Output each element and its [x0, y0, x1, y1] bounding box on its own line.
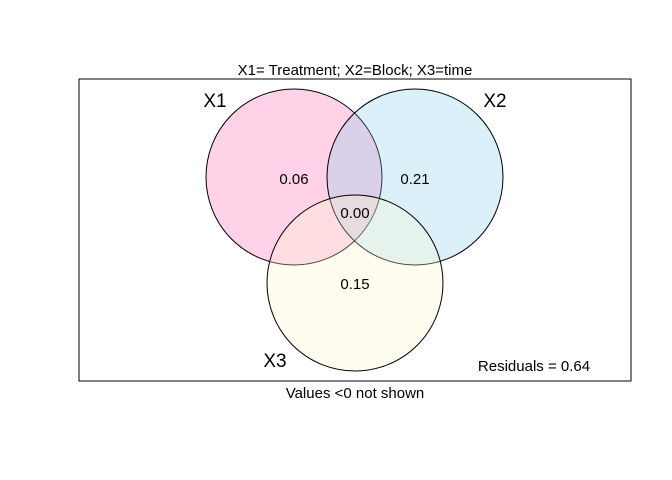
residuals-label: Residuals = 0.64 — [478, 358, 590, 375]
set-x2-label: X2 — [483, 91, 506, 112]
region-x2-only-value: 0.21 — [400, 171, 429, 188]
set-x1-label: X1 — [203, 91, 226, 112]
diagram-title: X1= Treatment; X2=Block; X3=time — [238, 62, 473, 79]
region-center-value: 0.00 — [340, 205, 369, 222]
region-x3-only-value: 0.15 — [340, 276, 369, 293]
footnote: Values <0 not shown — [286, 385, 425, 402]
region-x1-only-value: 0.06 — [279, 171, 308, 188]
set-x2-circle — [326, 88, 504, 266]
set-x3-label: X3 — [263, 351, 286, 372]
set-x3-circle — [266, 194, 444, 372]
plot-frame — [78, 78, 632, 382]
set-x1-circle — [205, 88, 383, 266]
